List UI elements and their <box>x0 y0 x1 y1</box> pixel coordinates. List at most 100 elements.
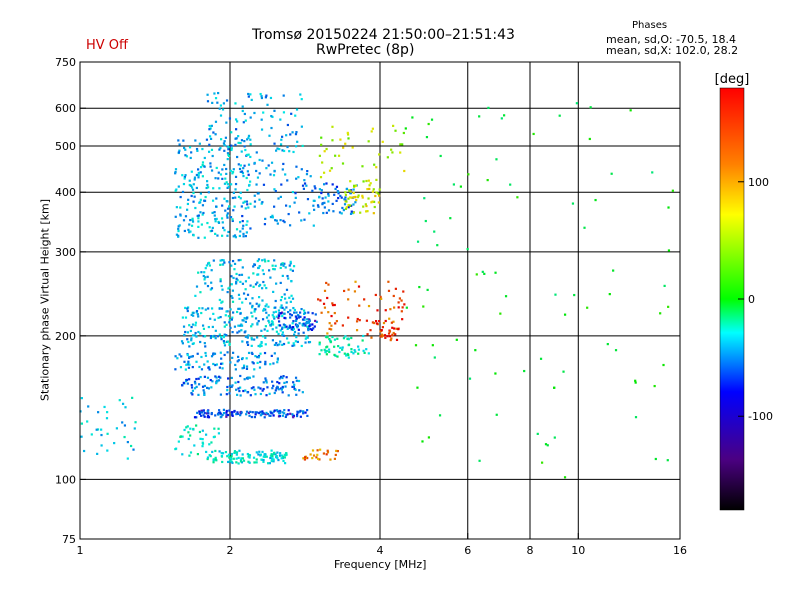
data-point <box>226 385 229 389</box>
data-point <box>228 392 231 395</box>
data-point <box>235 128 238 131</box>
data-point <box>219 259 222 262</box>
data-point <box>272 460 275 463</box>
data-point <box>212 312 215 315</box>
data-point <box>270 459 273 463</box>
data-point <box>390 148 393 151</box>
data-point <box>231 300 235 303</box>
data-point <box>202 211 205 215</box>
data-point <box>546 444 549 447</box>
data-point <box>575 102 578 105</box>
data-point <box>246 316 249 319</box>
data-point <box>265 455 268 458</box>
data-point <box>383 334 387 337</box>
data-point <box>358 304 361 307</box>
data-point <box>240 324 244 327</box>
data-point <box>275 219 278 222</box>
data-point <box>357 285 361 288</box>
data-point <box>189 230 192 233</box>
data-point <box>279 281 282 285</box>
data-point <box>201 307 204 310</box>
data-point <box>178 353 181 356</box>
data-point <box>354 350 357 353</box>
data-point <box>232 457 235 460</box>
data-point <box>187 360 190 363</box>
data-point <box>195 173 198 177</box>
data-point <box>355 320 359 323</box>
data-point <box>304 456 307 459</box>
data-point <box>196 149 199 152</box>
data-point <box>242 364 246 367</box>
data-point <box>188 345 191 348</box>
data-point <box>175 206 178 209</box>
data-point <box>339 194 342 197</box>
data-point <box>194 139 197 142</box>
data-point <box>241 282 245 285</box>
data-point <box>204 433 208 436</box>
data-point <box>212 435 215 439</box>
data-point <box>303 458 307 461</box>
data-point <box>295 177 298 180</box>
data-point <box>342 146 345 149</box>
data-point <box>353 349 356 352</box>
data-point <box>219 315 222 319</box>
data-point <box>242 224 245 227</box>
data-point <box>190 151 193 154</box>
data-point <box>334 154 337 157</box>
data-point <box>199 192 203 195</box>
data-point <box>186 202 190 206</box>
data-point <box>391 334 394 337</box>
data-point <box>245 377 249 380</box>
data-point <box>243 317 246 320</box>
x-tick-label: 8 <box>527 544 534 557</box>
data-point <box>254 317 258 320</box>
data-point <box>220 284 223 288</box>
data-point <box>336 337 339 340</box>
data-point <box>225 310 228 313</box>
data-point <box>206 415 209 419</box>
data-point <box>96 428 100 431</box>
data-point <box>252 265 255 268</box>
data-point <box>209 335 213 338</box>
data-point <box>219 362 223 365</box>
data-point <box>347 337 350 340</box>
data-point <box>325 182 328 185</box>
data-point <box>303 182 307 185</box>
data-point <box>667 305 670 308</box>
data-point <box>261 410 264 413</box>
data-point <box>225 334 228 337</box>
data-point <box>203 411 206 415</box>
data-point <box>237 324 240 327</box>
data-point <box>325 353 328 356</box>
data-point <box>230 264 233 267</box>
data-point <box>279 195 282 199</box>
data-point <box>283 326 286 329</box>
data-point <box>190 383 193 387</box>
data-point <box>304 337 307 340</box>
data-point <box>246 203 249 206</box>
data-point <box>183 428 186 432</box>
data-point <box>270 323 273 326</box>
data-point <box>182 219 186 222</box>
data-point <box>349 189 353 192</box>
data-point <box>222 340 225 343</box>
data-point <box>243 200 246 203</box>
data-point <box>188 231 191 234</box>
data-point <box>126 440 129 444</box>
data-point <box>204 282 207 285</box>
data-point <box>214 217 217 221</box>
data-point <box>249 202 252 205</box>
data-point <box>208 135 212 138</box>
data-point <box>308 319 311 322</box>
data-point <box>316 204 320 207</box>
data-point <box>315 320 318 323</box>
data-point <box>262 458 265 462</box>
data-point <box>191 217 194 220</box>
data-point <box>291 131 294 134</box>
data-point <box>121 402 125 405</box>
data-point <box>353 290 357 293</box>
data-point <box>275 315 278 318</box>
data-point <box>186 353 189 357</box>
data-point <box>350 196 353 199</box>
data-point <box>228 321 231 324</box>
